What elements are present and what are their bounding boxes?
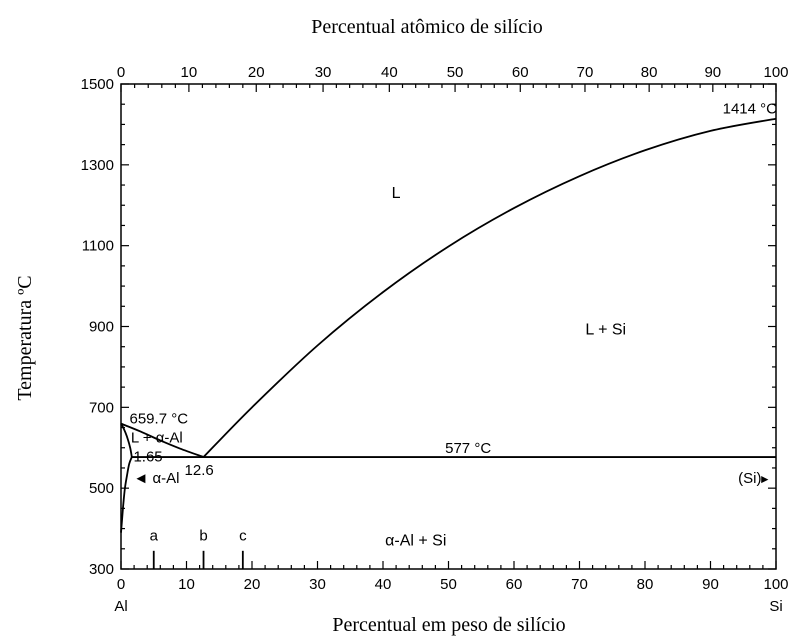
- phase-boundary-1: [202, 117, 777, 458]
- plot-frame: [120, 83, 777, 570]
- top-tick-label: 20: [248, 64, 265, 81]
- y-tick-label: 1100: [82, 238, 114, 255]
- annotation: L: [392, 185, 401, 202]
- x-tick-label: 10: [178, 576, 195, 593]
- annotation: L + α-Al: [131, 430, 183, 447]
- composition-marker-label: a: [150, 528, 159, 545]
- y-tick-label: 300: [89, 561, 114, 578]
- si-end-label: Si: [769, 598, 782, 615]
- x-tick-label: 0: [117, 576, 125, 593]
- phase-boundary-3: [120, 456, 133, 533]
- top-tick-label: 60: [512, 64, 529, 81]
- x-tick-label: 70: [571, 576, 588, 593]
- phase-boundary-0: [120, 422, 204, 458]
- bottom-axis-title: Percentual em peso de silício: [332, 614, 565, 636]
- composition-marker-label: b: [199, 528, 207, 545]
- top-tick-label: 40: [381, 64, 398, 81]
- annotation: 1.65: [133, 449, 162, 466]
- x-tick-label: 50: [440, 576, 457, 593]
- top-tick-label: 10: [181, 64, 198, 81]
- x-tick-label: 80: [637, 576, 654, 593]
- top-tick-label: 30: [315, 64, 332, 81]
- y-axis-title: Temperatura ºC: [14, 275, 36, 400]
- annotation: 577 °C: [445, 440, 491, 457]
- x-tick-label: 40: [375, 576, 392, 593]
- y-tick-label: 1500: [81, 76, 114, 93]
- x-tick-label: 90: [702, 576, 719, 593]
- y-tick-label: 1300: [81, 157, 114, 174]
- annotation: 12.6: [185, 462, 214, 479]
- top-tick-label: 90: [704, 64, 721, 81]
- y-tick-label: 900: [89, 319, 114, 336]
- top-tick-label: 100: [763, 64, 788, 81]
- annotation: ►: [759, 472, 771, 486]
- top-tick-label: 70: [577, 64, 594, 81]
- top-axis-title: Percentual atômico de silício: [311, 16, 543, 38]
- composition-marker-label: c: [239, 528, 247, 545]
- y-tick-label: 500: [89, 480, 114, 497]
- annotation: (Si): [738, 470, 761, 487]
- x-tick-label: 30: [309, 576, 326, 593]
- annotation: 1414 °C: [723, 100, 778, 117]
- top-tick-label: 0: [117, 64, 125, 81]
- annotation: L + Si: [585, 321, 626, 338]
- top-tick-label: 80: [641, 64, 658, 81]
- y-tick-label: 700: [89, 399, 114, 416]
- x-tick-label: 100: [763, 576, 788, 593]
- x-tick-label: 20: [244, 576, 261, 593]
- annotation: α-Al + Si: [385, 533, 446, 550]
- top-tick-label: 50: [447, 64, 464, 81]
- annotation: 659.7 °C: [130, 411, 189, 428]
- al-end-label: Al: [114, 598, 127, 615]
- annotation: ◄ α-Al: [133, 470, 179, 487]
- x-tick-label: 60: [506, 576, 523, 593]
- phase-boundary-2: [120, 423, 133, 458]
